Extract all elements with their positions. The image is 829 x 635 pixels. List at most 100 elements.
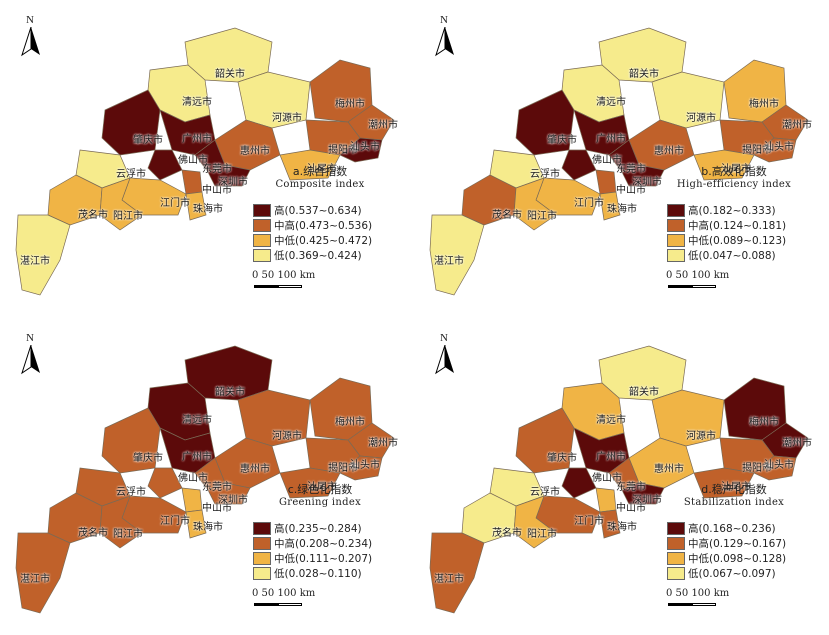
city-label: 江门市 <box>574 198 604 209</box>
city-label: 惠州市 <box>240 464 270 475</box>
map-panel-c: N 韶关市 清远市 河源市 梅州市 潮州市 肇庆市 广州市 惠州市 揭阳市 汕头市 云浮市 佛山市 东莞市… <box>0 318 414 635</box>
city-label: 肇庆市 <box>547 135 577 146</box>
legend: 高(0.537~0.634) 中高(0.473~0.536) 中低(0.425~0.… <box>253 203 403 263</box>
scale-bar: 0 50 100 km <box>666 588 766 610</box>
city-label: 珠海市 <box>193 204 223 215</box>
city-label: 肇庆市 <box>133 135 163 146</box>
map-title: b.高效化指数 High-efficiency index <box>659 163 809 190</box>
title-english: Stabilization index <box>683 497 785 508</box>
legend-item: 中低(0.111~0.207) <box>253 551 403 566</box>
city-label: 中山市 <box>202 503 232 514</box>
city-label: 梅州市 <box>335 99 365 110</box>
city-label: 肇庆市 <box>547 453 577 464</box>
legend-label: 中高(0.208~0.234) <box>274 538 373 550</box>
city-label: 惠州市 <box>654 146 684 157</box>
legend-item: 中低(0.425~0.472) <box>253 233 403 248</box>
city-label: 汕尾市 <box>307 482 337 493</box>
city-label: 惠州市 <box>240 146 270 157</box>
region-14 <box>181 487 203 513</box>
city-label: 揭阳市 <box>742 463 772 474</box>
north-arrow-icon: N <box>18 332 48 378</box>
legend-swatch <box>667 219 685 232</box>
city-label: 汕头市 <box>764 142 794 153</box>
region-14 <box>595 169 617 195</box>
city-label: 茂名市 <box>78 528 108 539</box>
city-label: 梅州市 <box>749 99 779 110</box>
region-20 <box>429 214 485 296</box>
map-title: a.综合指数 Composite index <box>245 163 395 190</box>
legend-label: 高(0.168~0.236) <box>688 523 776 535</box>
city-label: 佛山市 <box>592 155 622 166</box>
scale-label: 0 50 100 km <box>252 270 316 281</box>
legend-item: 中低(0.089~0.123) <box>667 233 817 248</box>
map-panel-d: N 韶关市 清远市 河源市 梅州市 潮州市 肇庆市 广州市 惠州市 揭阳市 汕头市 云浮市 佛山市 东莞市… <box>414 318 828 635</box>
region-19 <box>99 177 143 231</box>
city-label: 深圳市 <box>632 495 662 506</box>
region-17 <box>599 191 621 221</box>
region-15 <box>621 164 665 187</box>
city-label: 清远市 <box>596 97 626 108</box>
city-label: 阳江市 <box>527 211 557 222</box>
region-map <box>429 345 809 614</box>
city-label: 广州市 <box>182 452 212 463</box>
legend-swatch <box>253 249 271 262</box>
city-label: 潮州市 <box>368 120 398 131</box>
city-label: 清远市 <box>182 415 212 426</box>
city-label: 茂名市 <box>492 210 522 221</box>
city-label: 云浮市 <box>116 169 146 180</box>
city-label: 河源市 <box>272 431 302 442</box>
city-label: 中山市 <box>202 185 232 196</box>
city-label: 惠州市 <box>654 464 684 475</box>
legend-swatch <box>667 234 685 247</box>
legend-label: 中高(0.473~0.536) <box>274 220 373 232</box>
legend-label: 低(0.369~0.424) <box>274 250 362 262</box>
city-label: 河源市 <box>272 113 302 124</box>
legend-item: 中高(0.124~0.181) <box>667 218 817 233</box>
city-label: 广州市 <box>182 134 212 145</box>
city-label: 汕尾市 <box>721 164 751 175</box>
city-label: 茂名市 <box>492 528 522 539</box>
city-label: 深圳市 <box>632 177 662 188</box>
region-11 <box>147 467 183 499</box>
city-label: 珠海市 <box>193 522 223 533</box>
city-label: 中山市 <box>616 185 646 196</box>
city-label: 湛江市 <box>434 256 464 267</box>
legend-swatch <box>667 204 685 217</box>
scale-bar: 0 50 100 km <box>666 270 766 292</box>
region-13 <box>693 149 755 181</box>
city-label: 江门市 <box>574 516 604 527</box>
legend-label: 高(0.182~0.333) <box>688 205 776 217</box>
city-label: 潮州市 <box>368 438 398 449</box>
map-panel-b: N 韶关市 清远市 河源市 梅州市 潮州市 肇庆市 广州市 惠州市 揭阳市 汕头市 云浮市 佛山市 东莞市… <box>414 0 828 317</box>
north-arrow-icon: N <box>432 14 462 60</box>
legend-item: 高(0.235~0.284) <box>253 521 403 536</box>
scale-label: 0 50 100 km <box>666 270 730 281</box>
map-title: d.稳产化指数 Stabilization index <box>659 481 809 508</box>
city-label: 肇庆市 <box>133 453 163 464</box>
legend-item: 高(0.168~0.236) <box>667 521 817 536</box>
city-label: 梅州市 <box>335 417 365 428</box>
city-label: 韶关市 <box>629 387 659 398</box>
legend-swatch <box>253 204 271 217</box>
legend-label: 中低(0.111~0.207) <box>274 553 373 565</box>
city-label: 湛江市 <box>434 574 464 585</box>
city-label: 佛山市 <box>178 473 208 484</box>
region-19 <box>513 177 557 231</box>
region-15 <box>621 482 665 505</box>
title-english: High-efficiency index <box>676 179 792 190</box>
legend-swatch <box>667 567 685 580</box>
legend-label: 中低(0.089~0.123) <box>688 235 787 247</box>
city-label: 阳江市 <box>113 211 143 222</box>
region-9 <box>339 137 383 163</box>
scale-bar-segment <box>278 285 302 288</box>
region-17 <box>185 191 207 221</box>
region-11 <box>147 149 183 181</box>
city-label: 云浮市 <box>116 487 146 498</box>
city-label: 梅州市 <box>749 417 779 428</box>
city-label: 汕头市 <box>350 460 380 471</box>
legend-swatch <box>667 249 685 262</box>
legend-label: 中低(0.098~0.128) <box>688 553 787 565</box>
city-label: 茂名市 <box>78 210 108 221</box>
region-14 <box>595 487 617 513</box>
city-label: 深圳市 <box>218 177 248 188</box>
